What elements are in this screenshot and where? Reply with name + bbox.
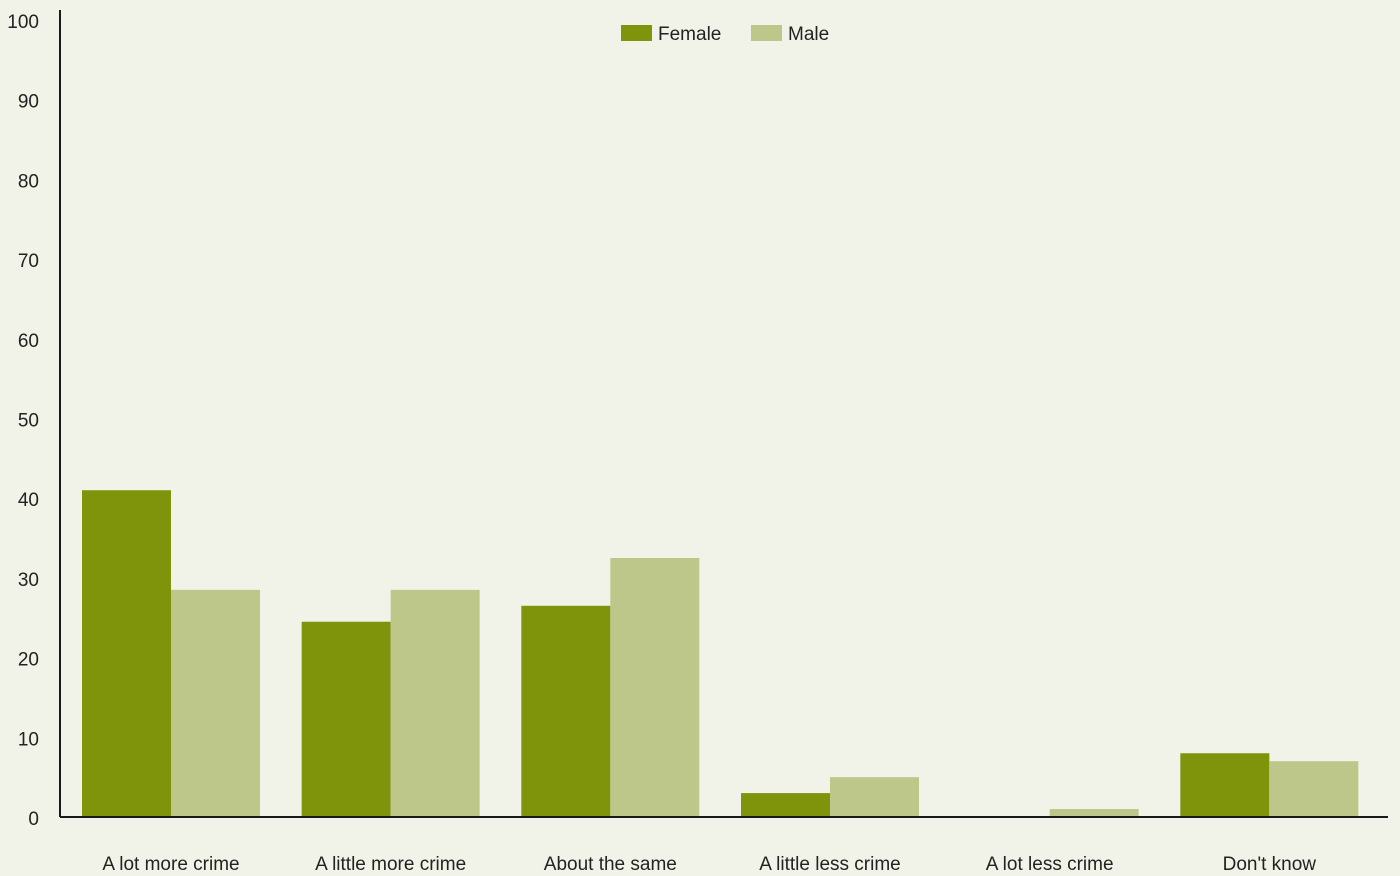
legend: Female Male [621, 24, 829, 45]
y-tick-label-100: 100 [7, 12, 39, 33]
bar-female-don-t-know [1180, 753, 1270, 817]
y-tick-label-0: 0 [28, 809, 39, 830]
x-tick-label-about-the-same: About the same [544, 854, 677, 875]
y-tick-label-30: 30 [18, 570, 39, 591]
legend-swatch-male [751, 25, 782, 41]
legend-label-female: Female [658, 24, 721, 45]
bar-male-a-lot-more-crime [171, 589, 260, 817]
y-tick-label-60: 60 [18, 331, 39, 352]
x-tick-label-a-little-less-crime: A little less crime [759, 854, 900, 875]
x-tick-label-a-lot-less-crime: A lot less crime [986, 854, 1114, 875]
bar-male-a-little-more-crime [390, 589, 480, 817]
y-tick-label-80: 80 [18, 171, 39, 192]
legend-swatch-female [621, 25, 652, 41]
bar-female-a-little-more-crime [301, 621, 391, 817]
bar-female-a-little-less-crime [741, 793, 830, 817]
x-tick-label-a-lot-more-crime: A lot more crime [102, 854, 239, 875]
y-tick-label-10: 10 [18, 729, 39, 750]
bar-female-a-lot-more-crime [82, 490, 171, 817]
bar-female-about-the-same [521, 605, 611, 817]
legend-label-male: Male [788, 24, 829, 45]
y-tick-label-20: 20 [18, 650, 39, 671]
bars-group [82, 490, 1359, 817]
y-tick-label-70: 70 [18, 251, 39, 272]
bar-male-a-lot-less-crime [1049, 809, 1139, 817]
bar-male-don-t-know [1269, 761, 1359, 817]
bar-male-a-little-less-crime [830, 777, 919, 817]
bar-male-about-the-same [610, 557, 700, 817]
y-tick-label-40: 40 [18, 490, 39, 511]
y-axis-ticks: 0 10 20 30 40 50 60 70 80 90 100 [7, 12, 39, 830]
x-tick-label-don-t-know: Don't know [1223, 854, 1317, 875]
y-tick-label-50: 50 [18, 411, 39, 432]
y-tick-label-90: 90 [18, 92, 39, 113]
x-axis-labels: A lot more crime A little more crime About… [102, 854, 1316, 875]
x-tick-label-a-little-more-crime: A little more crime [315, 854, 466, 875]
